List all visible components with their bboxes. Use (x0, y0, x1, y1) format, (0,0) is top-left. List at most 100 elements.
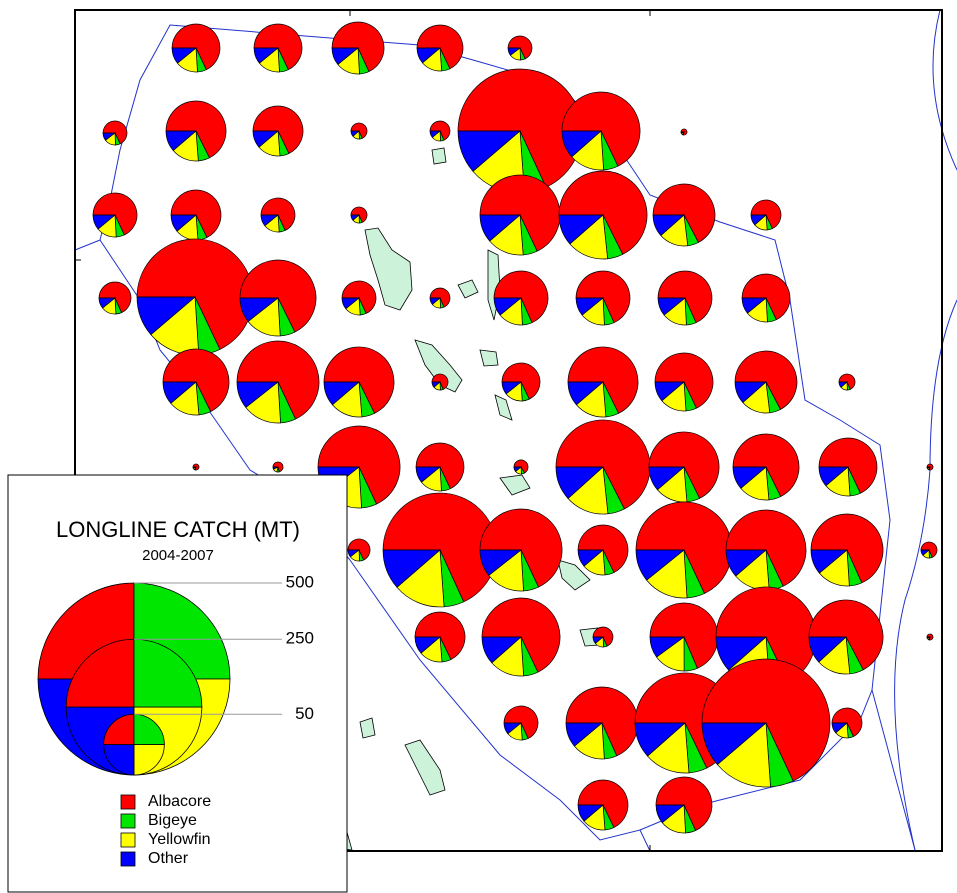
pie-slice (513, 466, 522, 473)
pie-slice (136, 296, 196, 336)
pie (429, 287, 451, 309)
pie-slice (429, 130, 441, 138)
pie-slice (655, 776, 713, 831)
pie-slice (725, 509, 807, 587)
pie-slice (331, 21, 385, 73)
pie-slice (415, 466, 441, 483)
pie-slice (479, 549, 523, 576)
pie (414, 611, 466, 663)
island (359, 717, 376, 739)
pie (818, 437, 878, 497)
pie-slice (170, 214, 197, 232)
pie-slice (577, 549, 604, 567)
island (431, 147, 447, 165)
pie-slice (741, 273, 791, 321)
pie (635, 501, 733, 599)
pie-slice (818, 466, 849, 487)
pie-slice (577, 804, 604, 822)
pie-slice (323, 346, 395, 414)
pie-slice (635, 501, 733, 594)
pie-slice (926, 636, 931, 639)
pie-slice (102, 120, 128, 145)
pie (561, 91, 641, 171)
pie (649, 602, 719, 672)
pie (102, 120, 128, 146)
legend-label: Yellowfin (148, 831, 211, 848)
pie (457, 68, 583, 194)
pie-slice (655, 804, 685, 824)
legend-label: Bigeye (148, 812, 197, 829)
pie-slice (715, 586, 817, 683)
boundary (74, 239, 101, 251)
legend-swatch (120, 851, 136, 867)
pie (350, 122, 368, 140)
pie-slice (347, 538, 371, 561)
pie (558, 170, 648, 260)
pie-slice (732, 466, 767, 489)
pie-slice (732, 433, 800, 498)
pie-slice (649, 602, 719, 669)
island (499, 474, 531, 496)
pie-slice (136, 238, 254, 350)
pie-slice (92, 214, 116, 230)
pie-slice (577, 524, 629, 573)
pie-slice (831, 707, 863, 738)
pie (415, 442, 465, 492)
pie-slice (926, 466, 931, 469)
pie-slice (734, 350, 798, 410)
pie (331, 21, 385, 75)
pie (493, 270, 549, 326)
pie-slice (350, 130, 360, 137)
pie (252, 105, 304, 157)
legend-label: Albacore (148, 793, 211, 810)
pie (808, 599, 884, 675)
pie (920, 541, 938, 559)
legend-quarter (103, 713, 135, 746)
pie-slice (501, 362, 541, 400)
pie-slice (416, 47, 441, 64)
pie-slice (561, 91, 641, 167)
pie-slice (341, 280, 377, 314)
legend-quarter (133, 744, 165, 776)
pie (429, 120, 451, 142)
pie-slice (253, 47, 279, 64)
pie-slice (701, 722, 767, 766)
pie-slice (102, 132, 117, 141)
boundary (894, 299, 957, 851)
pie (92, 192, 138, 238)
pie-slice (513, 459, 529, 474)
pie (317, 425, 401, 509)
legend-swatch (120, 794, 136, 810)
pie-slice (634, 722, 686, 757)
boundary (639, 829, 651, 852)
pie (350, 206, 368, 224)
island (494, 394, 513, 421)
pie (98, 281, 132, 315)
legend: LONGLINE CATCH (MT) 2004-2007 500 250 50 Al… (7, 474, 348, 893)
island (557, 559, 591, 591)
pie (725, 509, 807, 591)
pie-slice (920, 549, 930, 556)
pie-slice (98, 281, 132, 314)
pie-slice (252, 130, 279, 148)
legend-title: LONGLINE CATCH (MT) (56, 517, 300, 542)
pie (680, 128, 688, 136)
pie-slice (416, 24, 464, 70)
pie (657, 270, 713, 326)
pie-slice (558, 214, 604, 245)
pie-slice (577, 779, 629, 828)
pie-slice (479, 174, 561, 252)
pie-slice (649, 636, 686, 658)
island (414, 339, 463, 393)
pie (655, 776, 713, 834)
pie (260, 197, 296, 233)
boundary (932, 9, 957, 171)
map-frame (74, 9, 943, 852)
pie-slice (561, 130, 602, 158)
size-legend-circle (103, 713, 165, 776)
frame-ticks (75, 10, 651, 851)
pie (323, 346, 395, 418)
pie (648, 431, 720, 503)
pie (170, 189, 222, 241)
